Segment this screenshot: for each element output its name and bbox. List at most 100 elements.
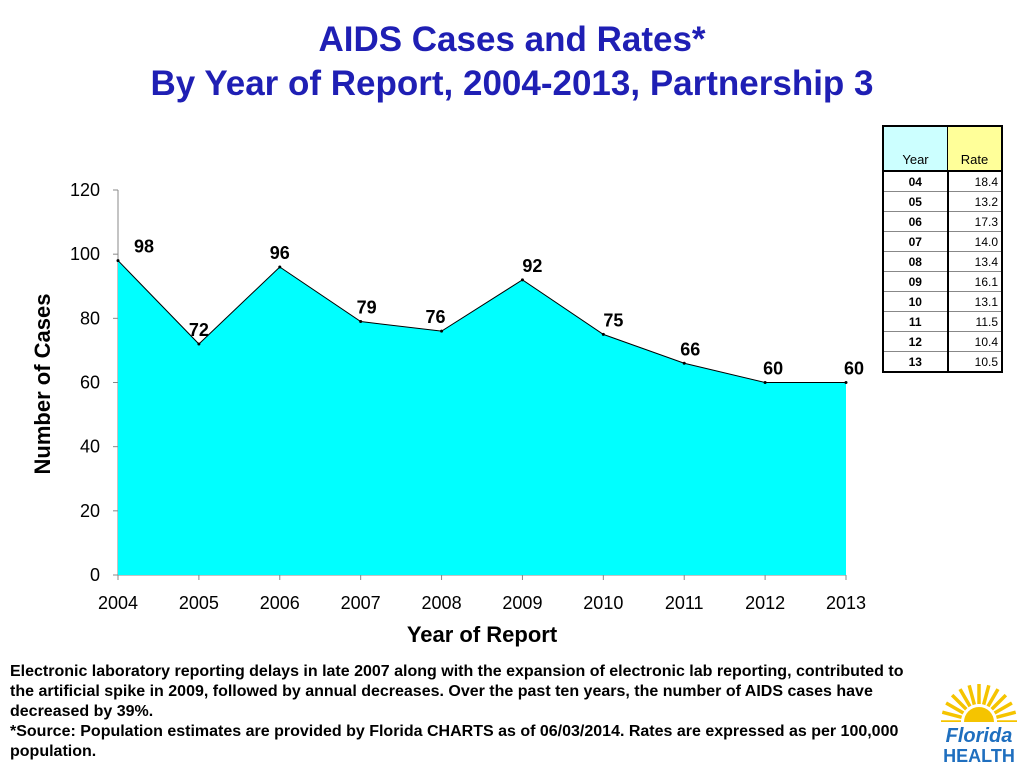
data-point	[440, 329, 444, 333]
x-tick-label: 2006	[260, 593, 300, 613]
sun-ray	[941, 710, 963, 720]
rate-year-cell: 08	[882, 251, 949, 272]
footnote-note: Electronic laboratory reporting delays i…	[10, 663, 904, 720]
data-label: 76	[426, 307, 446, 327]
data-label: 75	[603, 310, 623, 330]
y-axis-title: Number of Cases	[30, 294, 55, 475]
data-point	[844, 381, 848, 384]
title-line-1: AIDS Cases and Rates*	[318, 20, 706, 59]
rate-table: Year Rate 04 18.4 05 13.2 06 17.3 07 14.0 08 13.4…	[882, 125, 1003, 373]
rate-table-row: 05 13.2	[882, 191, 1003, 212]
data-point	[682, 361, 686, 365]
rate-value-cell: 16.1	[947, 271, 1003, 292]
sun-ray	[950, 693, 968, 711]
rate-year-cell: 07	[882, 231, 949, 252]
data-labels: 98 72 96 79 76 92 75 66 60 60	[134, 237, 864, 379]
area-chart: 0 20 40 60 80 100 120 2004 2005 2006 2007 2008 2009…	[30, 180, 866, 647]
footnote-source: *Source: Population estimates are provid…	[10, 723, 899, 760]
x-tick-label: 2012	[745, 593, 785, 613]
y-tick-label: 0	[90, 565, 100, 585]
rate-year-cell: 12	[882, 331, 949, 352]
rate-year-cell: 13	[882, 351, 949, 373]
title-line-2: By Year of Report, 2004-2013, Partnershi…	[150, 64, 874, 103]
rate-table-row: 08 13.4	[882, 251, 1003, 272]
x-axis: 2004 2005 2006 2007 2008 2009 2010 2011 2012 2013	[98, 574, 866, 613]
chart-title: AIDS Cases and Rates* By Year of Report,…	[0, 18, 1024, 106]
x-tick-label: 2011	[665, 593, 704, 613]
rate-value-cell: 13.1	[947, 291, 1003, 312]
rate-value-cell: 11.5	[947, 311, 1003, 332]
rate-table-row: 06 17.3	[882, 211, 1003, 232]
data-point	[278, 265, 282, 269]
rate-table-row: 04 18.4	[882, 170, 1003, 192]
data-label: 79	[357, 298, 377, 318]
sun-icon	[938, 684, 1020, 766]
rate-year-cell: 05	[882, 191, 949, 212]
x-tick-label: 2007	[341, 593, 381, 613]
y-tick-label: 20	[80, 501, 100, 521]
data-label: 96	[270, 243, 290, 263]
data-point	[601, 332, 605, 336]
data-point	[763, 381, 767, 384]
rate-value-cell: 17.3	[947, 211, 1003, 232]
header-rate: Rate	[947, 125, 1003, 172]
data-label: 98	[134, 237, 154, 257]
rate-value-cell: 18.4	[947, 170, 1003, 192]
sun-ray	[958, 688, 972, 708]
data-label: 72	[189, 320, 209, 340]
data-point	[520, 278, 524, 282]
rate-table-row: 10 13.1	[882, 291, 1003, 312]
rate-table-header: Year Rate	[882, 125, 1003, 172]
rate-value-cell: 13.4	[947, 251, 1003, 272]
data-point	[116, 259, 120, 263]
y-tick-label: 80	[80, 308, 100, 328]
rate-year-cell: 04	[882, 170, 949, 192]
sun-ray	[945, 701, 965, 715]
rate-table-row: 12 10.4	[882, 331, 1003, 352]
x-tick-label: 2008	[422, 593, 462, 613]
data-label: 60	[844, 359, 864, 379]
data-point	[197, 342, 201, 346]
rate-table-body: 04 18.4 05 13.2 06 17.3 07 14.0 08 13.4 09 16.1 10 13…	[882, 170, 1003, 373]
rate-value-cell: 13.2	[947, 191, 1003, 212]
rate-year-cell: 09	[882, 271, 949, 292]
sun-ray	[993, 701, 1013, 715]
data-label: 92	[522, 256, 542, 276]
y-tick-label: 40	[80, 437, 100, 457]
rate-table-row: 11 11.5	[882, 311, 1003, 332]
x-tick-label: 2010	[583, 593, 623, 613]
area-outline	[117, 260, 846, 383]
sun-ray	[986, 688, 1000, 708]
y-tick-label: 120	[70, 180, 100, 200]
x-tick-label: 2005	[179, 593, 219, 613]
rate-value-cell: 14.0	[947, 231, 1003, 252]
rate-year-cell: 11	[882, 311, 949, 332]
rate-year-cell: 10	[882, 291, 949, 312]
rate-year-cell: 06	[882, 211, 949, 232]
sun-ray	[990, 693, 1008, 711]
data-label: 66	[680, 339, 700, 359]
rate-table-row: 09 16.1	[882, 271, 1003, 292]
y-axis: 0 20 40 60 80 100 120	[70, 180, 119, 585]
x-tick-label: 2004	[98, 593, 138, 613]
sun-ray	[967, 684, 977, 706]
data-label: 60	[763, 359, 783, 379]
area-fill	[118, 260, 846, 575]
y-tick-label: 100	[70, 244, 100, 264]
rate-table-row: 13 10.5	[882, 351, 1003, 373]
x-tick-label: 2009	[502, 593, 542, 613]
area-series	[116, 259, 848, 575]
rate-value-cell: 10.4	[947, 331, 1003, 352]
y-tick-label: 60	[80, 373, 100, 393]
x-axis-title: Year of Report	[407, 622, 558, 647]
logo-word-florida: Florida	[946, 725, 1013, 747]
data-point	[359, 320, 363, 324]
rate-value-cell: 10.5	[947, 351, 1003, 373]
footnote: Electronic laboratory reporting delays i…	[10, 662, 925, 762]
sun-ray	[995, 710, 1017, 720]
logo-word-health: HEALTH	[943, 746, 1015, 766]
florida-health-logo: Florida HEALTH	[938, 684, 1020, 766]
rate-table-row: 07 14.0	[882, 231, 1003, 252]
header-year: Year	[882, 125, 948, 172]
sun-ray	[981, 684, 991, 706]
